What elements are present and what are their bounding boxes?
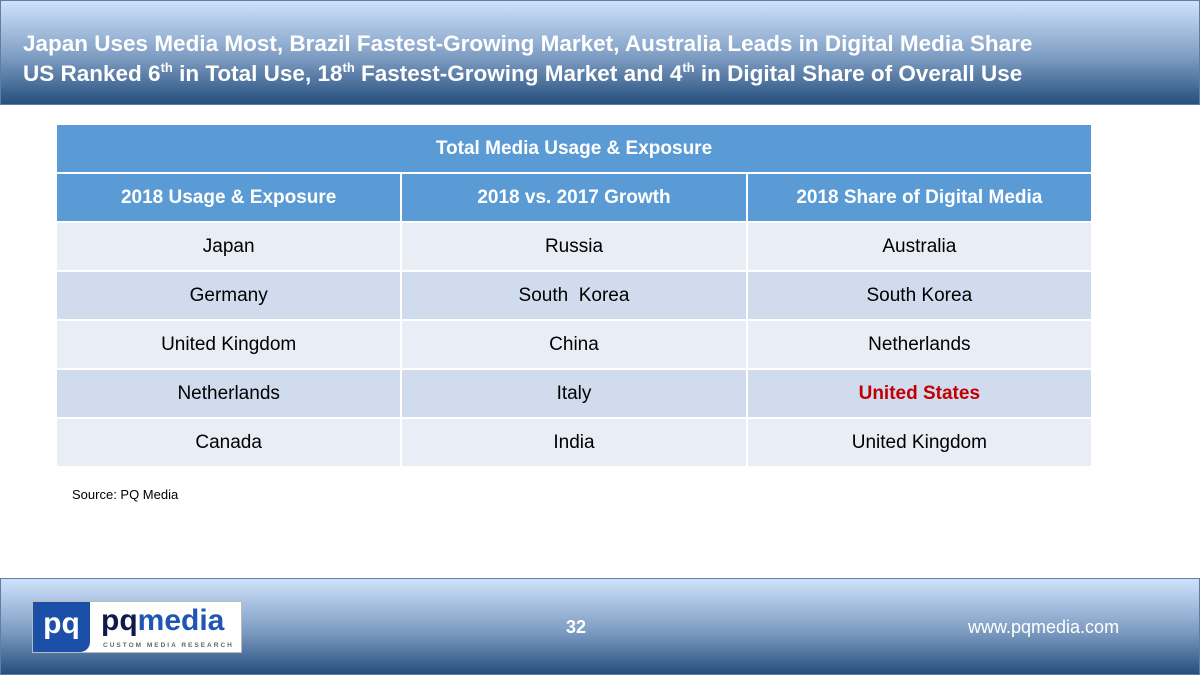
logo-wordmark: pqmedia xyxy=(101,604,225,637)
slide-title: Japan Uses Media Most, Brazil Fastest-Gr… xyxy=(23,29,1032,89)
table-cell: Netherlands xyxy=(745,319,1094,370)
pqmedia-logo: pq pqmedia CUSTOM MEDIA RESEARCH xyxy=(32,601,242,653)
table-cell: Russia xyxy=(400,221,748,272)
column-header: 2018 Share of Digital Media xyxy=(745,172,1094,223)
logo-tagline: CUSTOM MEDIA RESEARCH xyxy=(103,642,234,649)
title-line-2: US Ranked 6th in Total Use, 18th Fastest… xyxy=(23,59,1032,89)
table-cell: China xyxy=(400,319,748,370)
table-cell: United Kingdom xyxy=(54,319,403,370)
table-cell: Australia xyxy=(745,221,1094,272)
website-url[interactable]: www.pqmedia.com xyxy=(968,617,1120,637)
t2c-sup: th xyxy=(682,60,695,75)
header-banner: Japan Uses Media Most, Brazil Fastest-Gr… xyxy=(0,0,1200,105)
logo-mark: pq xyxy=(33,602,90,652)
column-header: 2018 vs. 2017 Growth xyxy=(400,172,748,223)
table-cell: India xyxy=(400,417,748,468)
t2c: Fastest-Growing Market and 4 xyxy=(354,61,683,86)
table-row: Canada India United Kingdom xyxy=(54,417,1094,468)
table-title: Total Media Usage & Exposure xyxy=(55,123,1093,174)
source-note: Source: PQ Media xyxy=(72,487,179,502)
title-line-1: Japan Uses Media Most, Brazil Fastest-Gr… xyxy=(23,31,1033,56)
t2b-sup: th xyxy=(342,60,355,75)
table-cell: Netherlands xyxy=(54,368,403,419)
table-cell: United Kingdom xyxy=(745,417,1094,468)
t2d: in Digital Share of Overall Use xyxy=(694,61,1023,86)
table-row: Japan Russia Australia xyxy=(54,221,1094,272)
table-cell: Germany xyxy=(54,270,403,321)
table-cell: United States xyxy=(745,368,1094,419)
column-header: 2018 Usage & Exposure xyxy=(54,172,403,223)
table-row: Netherlands Italy United States xyxy=(54,368,1094,419)
page-number: 32 xyxy=(566,617,587,637)
table-cell: Canada xyxy=(54,417,403,468)
table-cell: Japan xyxy=(54,221,403,272)
table-row: Germany South Korea South Korea xyxy=(54,270,1094,321)
table-cell: South Korea xyxy=(745,270,1094,321)
t2a: US Ranked 6 xyxy=(23,61,161,86)
t2a-sup: th xyxy=(160,60,173,75)
t2b: in Total Use, 18 xyxy=(172,61,343,86)
media-ranking-table: Total Media Usage & Exposure 2018 Usage … xyxy=(54,123,1094,468)
table-cell: Italy xyxy=(400,368,748,419)
table-row: United Kingdom China Netherlands xyxy=(54,319,1094,370)
table-cell: South Korea xyxy=(400,270,748,321)
